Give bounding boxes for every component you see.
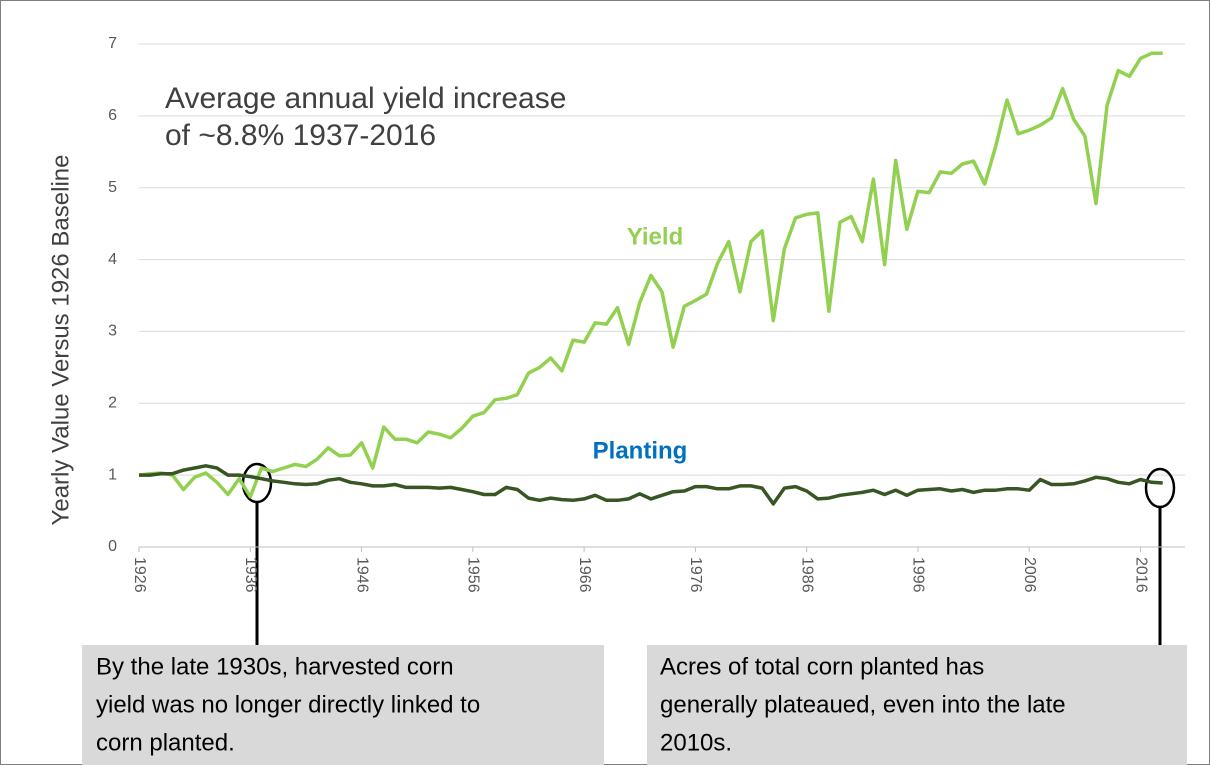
x-tick-label: 1986 <box>798 557 815 593</box>
x-tick-label: 1976 <box>687 557 704 593</box>
series-label: Yield <box>627 223 683 250</box>
x-tick-label: 1926 <box>131 557 148 593</box>
series-label: Planting <box>593 437 688 464</box>
x-tick-label: 2016 <box>1132 557 1149 593</box>
note-text: corn planted. <box>96 729 235 756</box>
x-tick-label: 1996 <box>910 557 927 593</box>
series-line <box>139 464 1163 506</box>
x-tick-label: 1966 <box>576 557 593 593</box>
y-axis-label: Yearly Value Versus 1926 Baseline <box>47 155 74 526</box>
x-tick-label: 1946 <box>353 557 370 593</box>
note-box <box>647 645 1187 765</box>
note-text: By the late 1930s, harvested corn <box>96 653 454 680</box>
y-tick-label: 6 <box>108 107 117 124</box>
x-tick-label: 1936 <box>242 557 259 593</box>
annotation: of ~8.8% 1937-2016 <box>165 119 436 152</box>
y-tick-label: 0 <box>108 538 117 555</box>
y-tick-label: 2 <box>108 395 117 412</box>
note-text: 2010s. <box>660 729 732 756</box>
note-text: yield was no longer directly linked to <box>96 691 480 718</box>
note-box <box>82 645 604 765</box>
y-tick-label: 1 <box>108 466 117 483</box>
y-tick-label: 7 <box>108 35 117 52</box>
note-text: generally plateaued, even into the late <box>660 691 1066 718</box>
note-text: Acres of total corn planted has <box>660 653 984 680</box>
y-tick-label: 5 <box>108 179 117 196</box>
x-tick-label: 1956 <box>465 557 482 593</box>
y-tick-label: 3 <box>108 323 117 340</box>
series-line <box>138 51 1163 499</box>
x-tick-label: 2006 <box>1021 557 1038 593</box>
annotation: Average annual yield increase <box>165 82 566 115</box>
y-tick-label: 4 <box>108 251 117 268</box>
